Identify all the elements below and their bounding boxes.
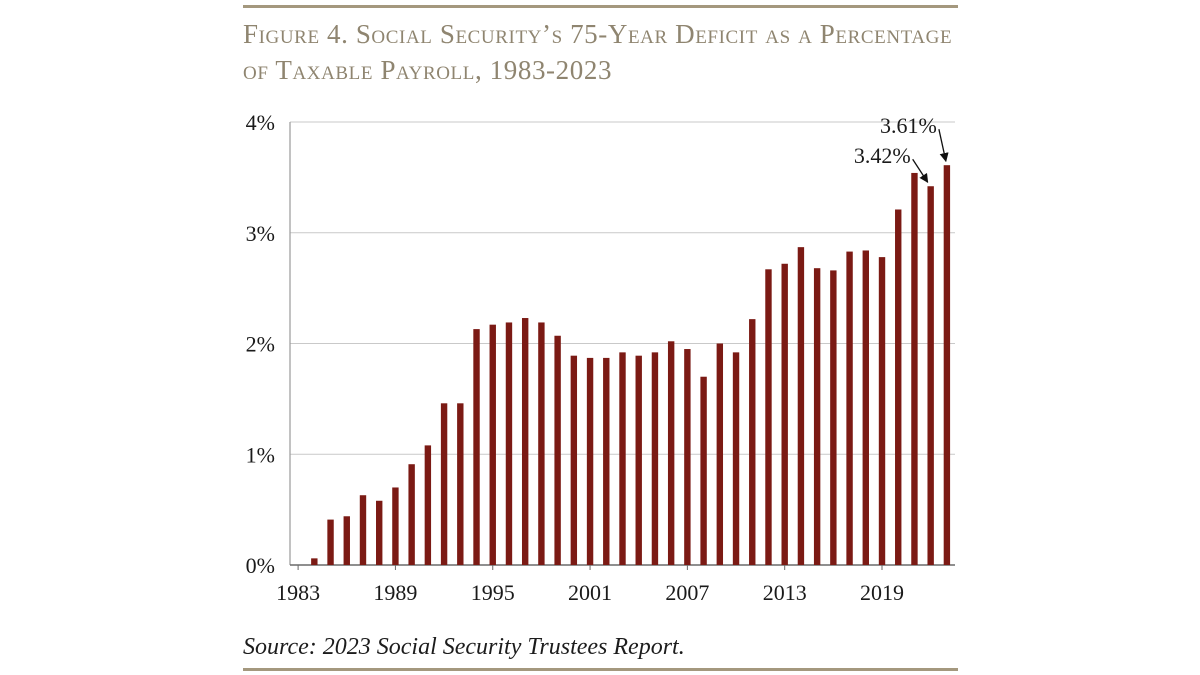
annotation-arrow <box>912 158 929 183</box>
bar <box>651 352 659 565</box>
y-tick-label: 3% <box>246 221 275 246</box>
x-tick-label: 1989 <box>373 580 417 605</box>
bar <box>505 322 513 565</box>
bar <box>603 357 610 565</box>
bar <box>927 186 934 566</box>
bar <box>489 324 496 565</box>
bar <box>521 318 529 565</box>
bar <box>813 268 821 565</box>
annotation-arrow <box>938 129 949 163</box>
x-tick-label: 2019 <box>860 580 904 605</box>
bar <box>424 445 432 565</box>
x-tick-label: 1983 <box>276 580 320 605</box>
bar <box>830 270 837 565</box>
bar <box>895 209 902 565</box>
y-tick-label: 1% <box>246 442 275 467</box>
x-tick-label: 2013 <box>763 580 807 605</box>
bar <box>311 558 318 565</box>
data-label: 3.61% <box>880 113 937 138</box>
bar <box>343 516 350 565</box>
y-tick-label: 2% <box>246 332 275 357</box>
bottom-rule <box>243 668 958 671</box>
bar <box>635 355 642 565</box>
bar <box>473 329 480 565</box>
bar <box>408 464 415 565</box>
bar <box>359 495 367 565</box>
bar <box>586 357 594 565</box>
figure-source: Source: 2023 Social Security Trustees Re… <box>243 634 685 660</box>
bar <box>878 257 886 565</box>
bar <box>943 165 951 565</box>
bar <box>570 355 578 565</box>
x-tick-label: 1995 <box>471 580 515 605</box>
bar <box>732 352 740 565</box>
top-rule <box>243 5 958 8</box>
bar <box>716 343 724 565</box>
figure-title: Figure 4. Social Security’s 75-Year Defi… <box>243 19 953 85</box>
bar <box>440 403 448 565</box>
bar <box>862 250 869 565</box>
bar <box>700 376 707 565</box>
bar <box>846 251 853 565</box>
bar <box>797 247 805 565</box>
bar <box>619 352 626 565</box>
bar <box>667 341 675 565</box>
y-tick-label: 4% <box>246 110 275 135</box>
bar <box>538 322 545 565</box>
data-label: 3.42% <box>854 143 911 168</box>
bar <box>765 269 772 565</box>
x-tick-label: 2001 <box>568 580 612 605</box>
bar <box>376 500 383 565</box>
bar <box>911 172 918 565</box>
bar <box>392 487 399 565</box>
bar <box>457 403 464 565</box>
bar <box>781 263 788 565</box>
y-tick-label: 0% <box>246 553 275 578</box>
x-tick-label: 2007 <box>665 580 709 605</box>
bar <box>327 519 334 565</box>
bar <box>554 335 561 565</box>
bar <box>749 319 756 565</box>
bar <box>684 349 691 565</box>
